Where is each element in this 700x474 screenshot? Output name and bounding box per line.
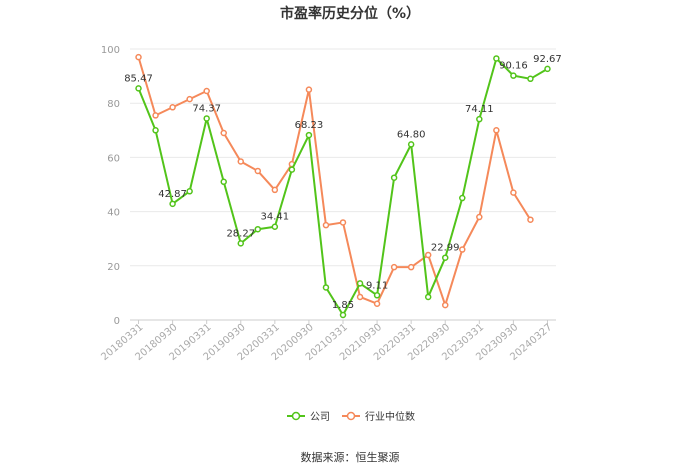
data-point bbox=[459, 246, 466, 253]
data-point bbox=[237, 158, 245, 165]
data-point bbox=[510, 72, 517, 79]
y-tick-label: 80 bbox=[107, 99, 120, 110]
data-label: 74.37 bbox=[192, 103, 221, 114]
data-point bbox=[305, 131, 313, 139]
data-point bbox=[356, 280, 364, 287]
data-label: 9.11 bbox=[366, 280, 388, 291]
legend-item-industry-median[interactable]: 行业中位数 bbox=[342, 410, 415, 423]
data-point bbox=[305, 86, 313, 93]
y-tick-label: 20 bbox=[107, 262, 120, 273]
chart-title: 市盈率历史分位（%） bbox=[280, 5, 420, 22]
data-label: 28.27 bbox=[226, 228, 255, 239]
data-point bbox=[373, 300, 381, 307]
data-point bbox=[186, 95, 193, 103]
data-point bbox=[476, 115, 483, 123]
data-label: 74.11 bbox=[465, 104, 494, 115]
data-point bbox=[544, 65, 551, 73]
data-point bbox=[288, 166, 296, 173]
data-point bbox=[407, 263, 415, 271]
data-point bbox=[169, 200, 176, 208]
data-source: 数据来源：恒生聚源 bbox=[301, 450, 400, 464]
data-point bbox=[527, 75, 534, 83]
y-tick-label: 100 bbox=[101, 45, 120, 56]
data-point bbox=[203, 87, 210, 95]
data-point bbox=[339, 219, 347, 226]
data-point bbox=[152, 127, 159, 134]
y-axis: 0 20 40 60 80 100 bbox=[101, 45, 120, 327]
data-point bbox=[322, 221, 330, 229]
data-point bbox=[220, 178, 227, 186]
data-label: 68.23 bbox=[295, 120, 324, 131]
data-point bbox=[493, 127, 500, 134]
data-point bbox=[441, 254, 449, 261]
data-point bbox=[254, 225, 262, 233]
y-tick-label: 60 bbox=[107, 153, 120, 164]
data-label: 64.80 bbox=[397, 129, 426, 140]
series-lines bbox=[135, 53, 551, 319]
data-point bbox=[271, 223, 279, 230]
data-point bbox=[203, 115, 210, 122]
series-line-industry-median bbox=[137, 56, 532, 307]
data-point bbox=[390, 263, 398, 271]
data-point bbox=[476, 213, 483, 221]
data-point bbox=[135, 53, 142, 61]
data-point bbox=[527, 216, 534, 223]
data-point bbox=[441, 301, 449, 309]
data-point bbox=[424, 293, 432, 301]
data-point bbox=[510, 189, 517, 196]
data-label: 92.67 bbox=[533, 54, 562, 65]
data-point bbox=[271, 186, 279, 194]
legend[interactable]: 公司 行业中位数 bbox=[287, 410, 415, 423]
data-point bbox=[135, 85, 142, 92]
data-label: 22.99 bbox=[431, 243, 460, 254]
data-label: 85.47 bbox=[124, 73, 153, 84]
legend-item-company[interactable]: 公司 bbox=[287, 411, 330, 423]
data-point bbox=[220, 129, 227, 137]
y-tick-label: 0 bbox=[114, 316, 120, 327]
data-point bbox=[237, 240, 245, 247]
data-point bbox=[407, 141, 415, 148]
data-label: 1.85 bbox=[332, 300, 354, 311]
data-point bbox=[459, 194, 466, 202]
data-label: 42.87 bbox=[158, 189, 187, 200]
y-tick-label: 40 bbox=[107, 208, 120, 219]
data-point bbox=[169, 104, 176, 111]
x-axis: 2018033120180930201903312019093020200331… bbox=[99, 320, 554, 363]
data-point bbox=[390, 174, 398, 181]
legend-marker bbox=[291, 411, 301, 421]
legend-marker bbox=[346, 411, 356, 421]
data-labels: 85.47 42.87 74.37 28.27 34.41 68.23 1.85 9.11 64… bbox=[124, 54, 562, 311]
data-point bbox=[186, 188, 193, 195]
legend-label: 行业中位数 bbox=[365, 410, 415, 423]
data-point bbox=[373, 292, 381, 299]
data-point bbox=[322, 284, 330, 291]
data-point bbox=[152, 112, 159, 119]
legend-label: 公司 bbox=[310, 412, 330, 423]
data-label: 34.41 bbox=[261, 212, 290, 223]
grid bbox=[130, 48, 556, 321]
data-point bbox=[356, 293, 364, 301]
data-point bbox=[493, 55, 500, 62]
data-label: 90.16 bbox=[499, 61, 528, 72]
data-point bbox=[424, 251, 432, 259]
data-point bbox=[254, 167, 262, 175]
data-point bbox=[339, 311, 347, 319]
